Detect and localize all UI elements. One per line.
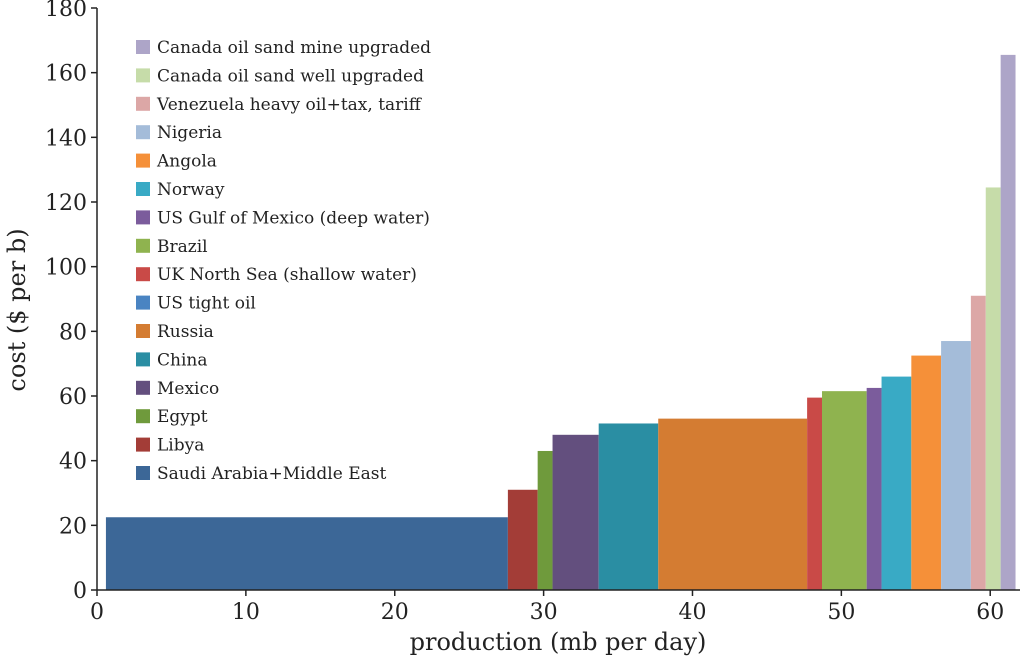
legend-swatch	[136, 210, 150, 225]
legend-swatch	[136, 267, 150, 282]
legend-swatch	[136, 380, 150, 395]
legend-item-brazil: Brazil	[136, 237, 208, 257]
y-tick-label: 180	[45, 0, 87, 22]
legend-swatch	[136, 466, 150, 480]
legend-label: Angola	[156, 152, 217, 172]
bar-canada-oil-sand-well-upgraded	[985, 187, 1001, 590]
legend-label: Brazil	[157, 237, 208, 257]
legend-item-us-tight-oil: US tight oil	[136, 294, 256, 314]
bar-china	[598, 423, 659, 590]
legend-swatch	[136, 125, 150, 140]
legend-swatch	[136, 295, 150, 310]
bar-venezuela-heavy-oil-tax-tariff	[970, 295, 986, 590]
y-tick-label: 160	[45, 62, 87, 87]
legend-label: US Gulf of Mexico (deep water)	[157, 208, 430, 228]
x-tick-label: 40	[678, 600, 706, 625]
legend-item-canada-oil-sand-well-upgraded: Canada oil sand well upgraded	[136, 66, 424, 86]
legend-label: Canada oil sand well upgraded	[157, 66, 424, 86]
legend-swatch	[136, 182, 150, 196]
bar-nigeria	[941, 341, 971, 590]
legend-item-uk-north-sea-shallow-water: UK North Sea (shallow water)	[136, 265, 417, 285]
legend-item-us-gulf-of-mexico-deep-water: US Gulf of Mexico (deep water)	[136, 208, 430, 228]
legend-item-nigeria: Nigeria	[136, 123, 222, 143]
legend-item-venezuela-heavy-oil-tax-tariff: Venezuela heavy oil+tax, tariff	[136, 95, 423, 115]
y-tick-label: 140	[45, 126, 87, 151]
bar-canada-oil-sand-mine-upgraded	[1000, 54, 1016, 590]
y-tick-label: 0	[73, 579, 87, 604]
bar-us-gulf-of-mexico-deep-water	[866, 387, 882, 590]
legend-item-angola: Angola	[136, 152, 217, 172]
bar-libya	[507, 489, 538, 590]
bars-group	[105, 54, 1016, 590]
legend: Canada oil sand mine upgraded Canada oil …	[136, 38, 431, 484]
legend-swatch	[136, 96, 150, 111]
legend-label: Libya	[157, 436, 204, 456]
y-tick-label: 100	[45, 256, 87, 281]
legend-label: Russia	[157, 322, 214, 342]
x-ticks-group: 0 10 20 30 40 50 60	[90, 590, 1004, 625]
legend-label: Nigeria	[157, 123, 222, 143]
legend-item-egypt: Egypt	[136, 407, 208, 427]
bar-brazil	[822, 391, 867, 590]
legend-item-norway: Norway	[136, 180, 225, 200]
bar-mexico	[552, 434, 599, 590]
y-tick-label: 20	[59, 514, 87, 539]
legend-item-russia: Russia	[136, 322, 214, 342]
x-tick-label: 50	[827, 600, 855, 625]
bar-angola	[911, 355, 942, 590]
legend-swatch	[136, 352, 150, 367]
y-tick-label: 120	[45, 191, 87, 216]
y-axis-title: cost ($ per b)	[3, 228, 31, 391]
legend-item-china: China	[136, 350, 207, 370]
legend-item-canada-oil-sand-mine-upgraded: Canada oil sand mine upgraded	[136, 38, 431, 58]
legend-label: Canada oil sand mine upgraded	[157, 38, 431, 58]
legend-item-mexico: Mexico	[136, 379, 219, 399]
legend-swatch	[136, 324, 150, 338]
legend-item-libya: Libya	[136, 436, 204, 456]
legend-swatch	[136, 409, 150, 424]
legend-label: Mexico	[157, 379, 219, 399]
x-axis-title: production (mb per day)	[410, 628, 707, 656]
bar-egypt	[537, 450, 553, 590]
legend-label: Saudi Arabia+Middle East	[157, 464, 386, 484]
bar-norway	[881, 376, 912, 590]
bar-saudi-arabia-middle-east	[105, 517, 508, 590]
bar-russia	[658, 418, 808, 590]
axes-group	[96, 8, 1020, 591]
x-tick-label: 20	[381, 600, 409, 625]
x-tick-label: 30	[530, 600, 558, 625]
x-tick-label: 0	[90, 600, 104, 625]
y-ticks-group: 0 20 40 60 80 100 120 140 160 180	[45, 0, 97, 604]
legend-label: UK North Sea (shallow water)	[157, 265, 417, 285]
legend-swatch	[136, 40, 150, 54]
legend-label: Egypt	[157, 407, 208, 427]
legend-swatch	[136, 437, 150, 452]
legend-label: US tight oil	[157, 294, 256, 314]
legend-label: Venezuela heavy oil+tax, tariff	[156, 95, 423, 115]
y-tick-label: 40	[59, 450, 87, 475]
y-tick-label: 80	[59, 320, 87, 345]
legend-item-saudi-arabia-middle-east: Saudi Arabia+Middle East	[136, 464, 386, 484]
legend-label: Norway	[157, 180, 225, 200]
bar-uk-north-sea-shallow-water	[807, 397, 823, 590]
x-tick-label: 60	[976, 600, 1004, 625]
legend-label: China	[157, 350, 207, 370]
legend-swatch	[136, 238, 150, 253]
y-tick-label: 60	[59, 385, 87, 410]
legend-swatch	[136, 153, 150, 168]
x-tick-label: 10	[232, 600, 260, 625]
legend-swatch	[136, 68, 150, 83]
